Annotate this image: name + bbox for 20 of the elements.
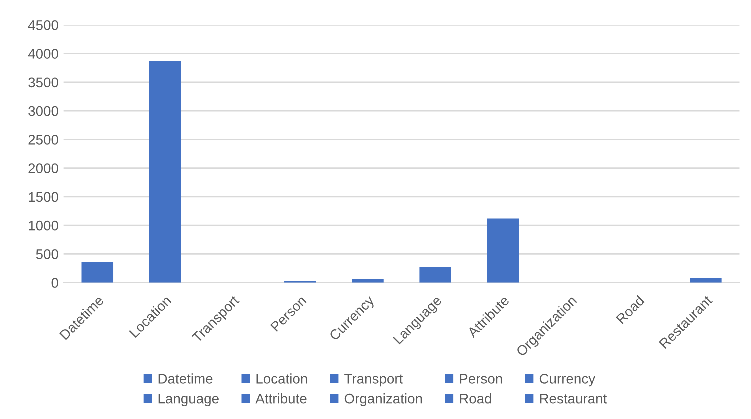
y-tick-label: 2000 [28, 164, 58, 174]
y-tick-label: 4500 [28, 20, 58, 30]
legend-label: Language [158, 394, 219, 406]
legend-label: Road [460, 394, 492, 404]
y-tick-label: 1500 [29, 192, 58, 202]
legend-label: Restaurant [540, 394, 608, 404]
y-tick-label: 500 [36, 250, 58, 260]
y-tick-label: 3000 [28, 106, 58, 116]
legend-label: Organization [344, 394, 422, 406]
legend-label: Location [256, 374, 308, 384]
y-tick-label: 0 [52, 278, 58, 288]
legend-label: Transport [344, 374, 404, 387]
y-tick-label: 1000 [29, 220, 58, 231]
y-tick-label: 2500 [28, 135, 58, 145]
legend-label: Attribute [256, 394, 307, 404]
legend-label: Currency [540, 374, 596, 387]
legend-label: Datetime [158, 374, 213, 384]
y-tick-label: 4000 [28, 49, 58, 59]
y-tick-label: 3500 [28, 78, 58, 88]
legend-label: Person [460, 374, 502, 384]
